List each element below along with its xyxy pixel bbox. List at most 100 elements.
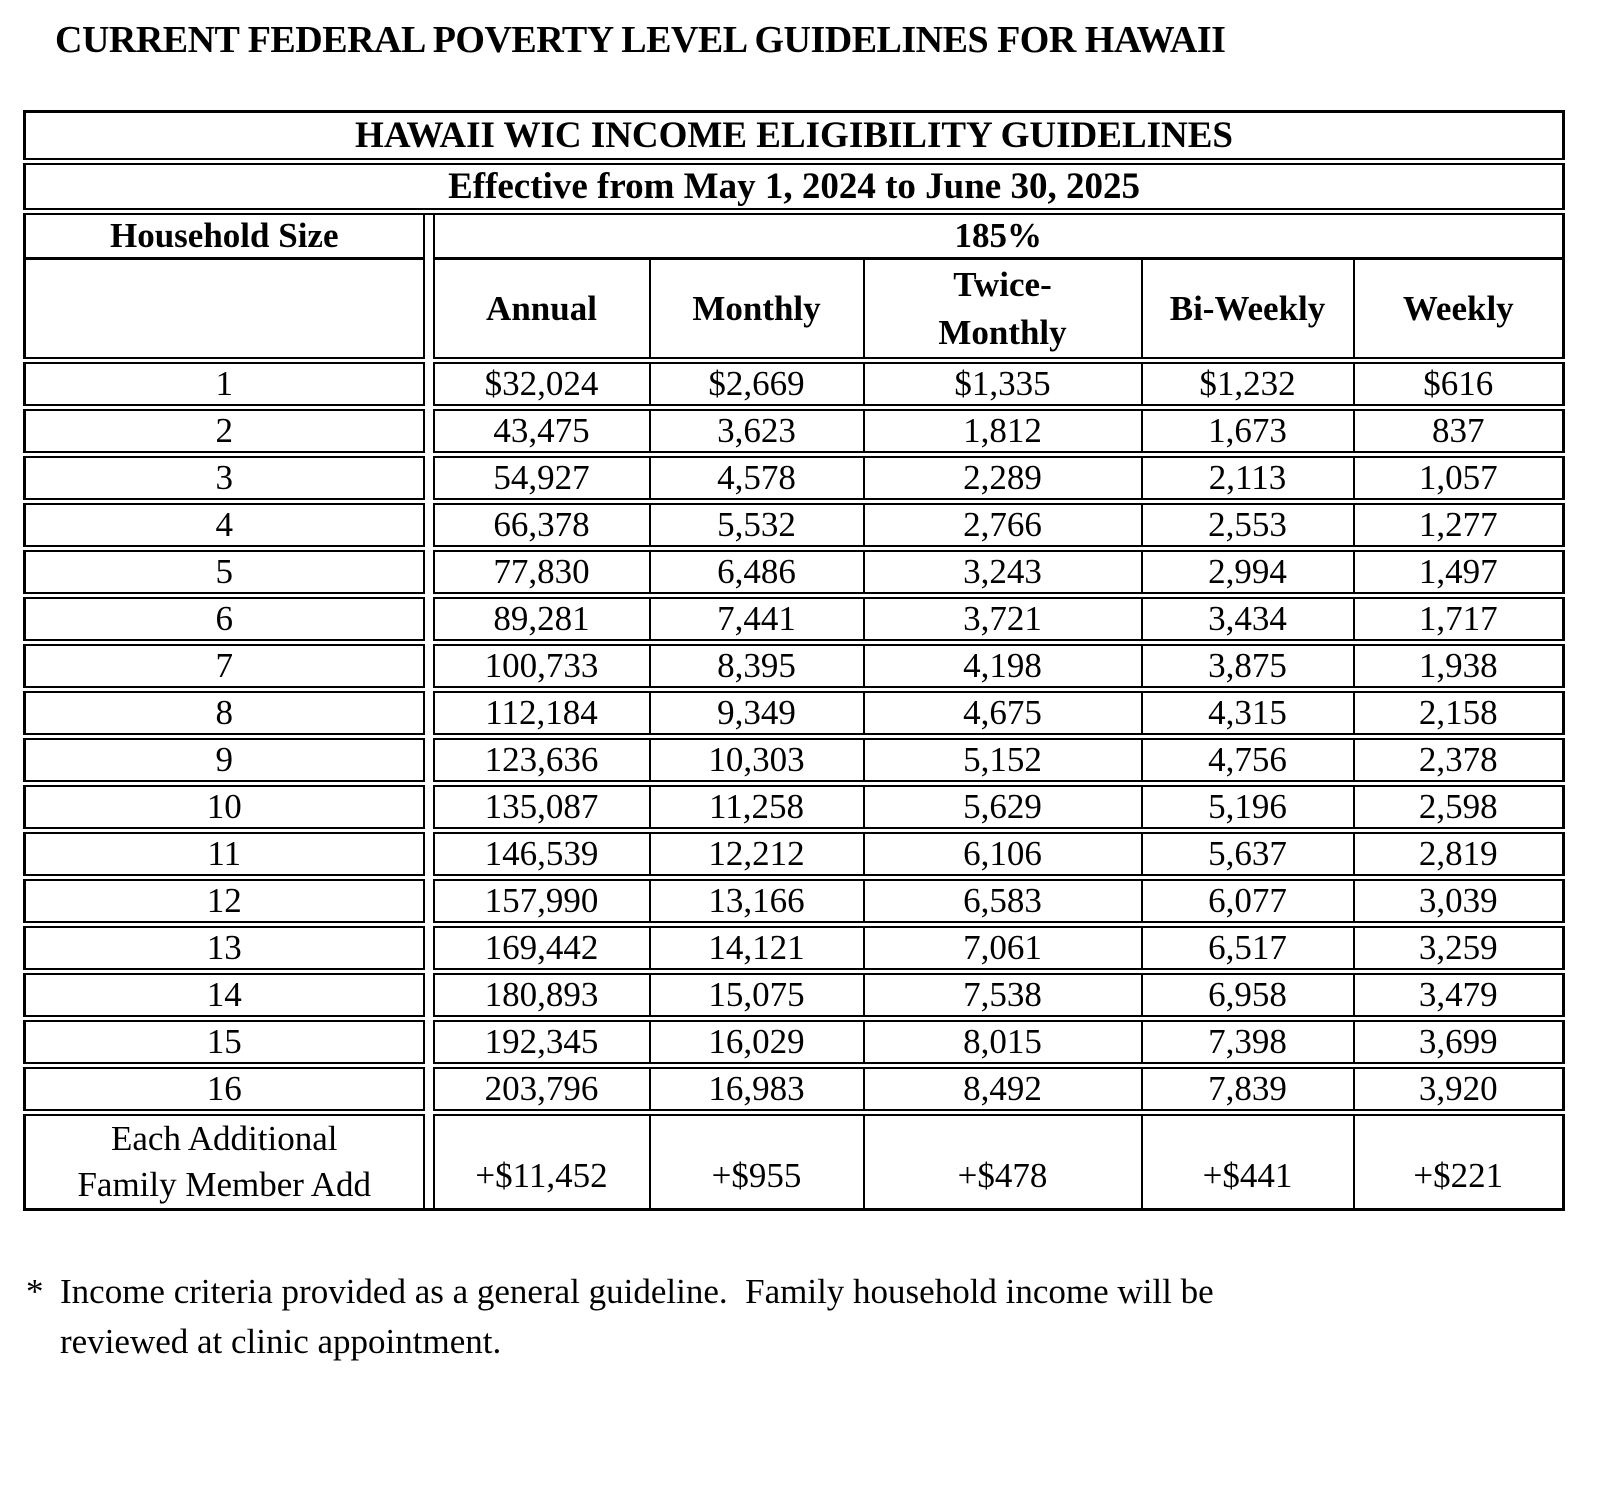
column-divider — [422, 1065, 435, 1113]
additional-monthly-cell: +$955 — [648, 1112, 864, 1210]
monthly-value-cell: 9,349 — [648, 689, 864, 740]
household-row: 14 180,893 15,075 7,538 6,958 3,479 — [24, 971, 1564, 1022]
twice-monthly-value-cell: 6,106 — [862, 830, 1142, 881]
monthly-value-cell: 16,029 — [648, 1018, 864, 1069]
household-row: 12 157,990 13,166 6,583 6,077 3,039 — [24, 877, 1564, 928]
column-divider — [422, 877, 435, 925]
column-headers-row: Annual Monthly Twice-Monthly Bi-Weekly W… — [24, 258, 1564, 364]
household-size-cell: 8 — [24, 689, 424, 740]
column-divider — [422, 971, 435, 1019]
footnote-line2: reviewed at clinic appointment. — [60, 1322, 502, 1362]
bi-weekly-value-cell: 3,875 — [1140, 642, 1354, 693]
household-row: 3 54,927 4,578 2,289 2,113 1,057 — [24, 454, 1564, 505]
household-row: 2 43,475 3,623 1,812 1,673 837 — [24, 407, 1564, 458]
twice-monthly-value-cell: 5,629 — [862, 783, 1142, 834]
household-size-cell: 13 — [24, 924, 424, 975]
household-size-cell: 10 — [24, 783, 424, 834]
monthly-value-cell: 8,395 — [648, 642, 864, 693]
household-row: 11 146,539 12,212 6,106 5,637 2,819 — [24, 830, 1564, 881]
monthly-value-cell: 15,075 — [648, 971, 864, 1022]
additional-annual-cell: +$11,452 — [432, 1112, 650, 1210]
table-header-section: HAWAII WIC INCOME ELIGIBILITY GUIDELINES… — [24, 111, 1564, 364]
weekly-value-cell: 1,717 — [1352, 595, 1564, 646]
empty-header-cell — [24, 258, 424, 364]
weekly-value-cell: 1,277 — [1352, 501, 1564, 552]
weekly-value-cell: $616 — [1352, 360, 1564, 411]
household-row: 15 192,345 16,029 8,015 7,398 3,699 — [24, 1018, 1564, 1069]
column-header-weekly: Weekly — [1352, 258, 1564, 364]
household-row: 10 135,087 11,258 5,629 5,196 2,598 — [24, 783, 1564, 834]
bi-weekly-value-cell: 7,398 — [1140, 1018, 1354, 1069]
effective-dates-row: Effective from May 1, 2024 to June 30, 2… — [24, 161, 1564, 215]
bi-weekly-value-cell: 2,994 — [1140, 548, 1354, 599]
annual-value-cell: 146,539 — [432, 830, 650, 881]
household-row: 16 203,796 16,983 8,492 7,839 3,920 — [24, 1065, 1564, 1116]
twice-monthly-value-cell: 8,492 — [862, 1065, 1142, 1116]
household-size-cell: 3 — [24, 454, 424, 505]
table-title-row: HAWAII WIC INCOME ELIGIBILITY GUIDELINES — [24, 111, 1564, 165]
column-divider — [422, 258, 435, 361]
household-row: 8 112,184 9,349 4,675 4,315 2,158 — [24, 689, 1564, 740]
bi-weekly-value-cell: 2,113 — [1140, 454, 1354, 505]
bi-weekly-value-cell: 5,637 — [1140, 830, 1354, 881]
column-divider — [422, 454, 435, 502]
column-divider — [422, 924, 435, 972]
weekly-value-cell: 3,699 — [1352, 1018, 1564, 1069]
weekly-value-cell: 2,378 — [1352, 736, 1564, 787]
column-divider — [422, 360, 435, 408]
footnote-line1-text: Income criteria provided as a general gu… — [60, 1272, 1214, 1312]
twice-monthly-value-cell: 3,721 — [862, 595, 1142, 646]
annual-value-cell: 43,475 — [432, 407, 650, 458]
annual-value-cell: 192,345 — [432, 1018, 650, 1069]
annual-value-cell: 100,733 — [432, 642, 650, 693]
annual-value-cell: 112,184 — [432, 689, 650, 740]
table-footer-section: Each Additional Family Member Add +$11,4… — [25, 1112, 1564, 1210]
household-size-cell: 6 — [24, 595, 424, 646]
twice-monthly-value-cell: 1,812 — [862, 407, 1142, 458]
weekly-value-cell: 3,259 — [1352, 924, 1564, 975]
bi-weekly-value-cell: 2,553 — [1140, 501, 1354, 552]
monthly-value-cell: 10,303 — [648, 736, 864, 787]
household-size-cell: 7 — [24, 642, 424, 693]
household-row: 4 66,378 5,532 2,766 2,553 1,277 — [24, 501, 1564, 552]
column-divider — [422, 407, 435, 455]
twice-monthly-value-cell: 6,583 — [862, 877, 1142, 928]
monthly-value-cell: 6,486 — [648, 548, 864, 599]
annual-value-cell: $32,024 — [432, 360, 650, 411]
column-divider — [422, 1112, 435, 1210]
bi-weekly-value-cell: 3,434 — [1140, 595, 1354, 646]
bi-weekly-value-cell: 6,517 — [1140, 924, 1354, 975]
additional-bi-weekly-cell: +$441 — [1140, 1112, 1354, 1210]
weekly-value-cell: 2,158 — [1352, 689, 1564, 740]
wic-income-table: HAWAII WIC INCOME ELIGIBILITY GUIDELINES… — [23, 110, 1566, 1212]
household-size-header: Household Size — [24, 211, 424, 260]
twice-monthly-value-cell: 4,675 — [862, 689, 1142, 740]
household-size-cell: 1 — [24, 360, 424, 411]
household-row: 1 $32,024 $2,669 $1,335 $1,232 $616 — [24, 360, 1564, 411]
monthly-value-cell: 16,983 — [648, 1065, 864, 1116]
column-divider — [422, 595, 435, 643]
bi-weekly-value-cell: $1,232 — [1140, 360, 1354, 411]
bi-weekly-value-cell: 6,958 — [1140, 971, 1354, 1022]
monthly-value-cell: 4,578 — [648, 454, 864, 505]
column-divider — [422, 501, 435, 549]
twice-monthly-value-cell: 2,766 — [862, 501, 1142, 552]
column-header-twice-monthly-label: Twice-Monthly — [938, 265, 1067, 352]
footnote-line1: * Income criteria provided as a general g… — [26, 1267, 1600, 1317]
bi-weekly-value-cell: 4,315 — [1140, 689, 1354, 740]
annual-value-cell: 135,087 — [432, 783, 650, 834]
household-size-cell: 15 — [24, 1018, 424, 1069]
table-title: HAWAII WIC INCOME ELIGIBILITY GUIDELINES — [24, 111, 1564, 165]
household-size-cell: 4 — [24, 501, 424, 552]
annual-value-cell: 203,796 — [432, 1065, 650, 1116]
column-divider — [422, 689, 435, 737]
household-size-header-row: Household Size 185% — [24, 211, 1564, 260]
household-size-cell: 12 — [24, 877, 424, 928]
twice-monthly-value-cell: 8,015 — [862, 1018, 1142, 1069]
additional-member-row: Each Additional Family Member Add +$11,4… — [25, 1112, 1564, 1210]
footnote-asterisk: * — [26, 1272, 44, 1312]
column-divider — [422, 736, 435, 784]
household-size-cell: 11 — [24, 830, 424, 881]
column-divider — [422, 830, 435, 878]
column-divider — [422, 211, 435, 259]
